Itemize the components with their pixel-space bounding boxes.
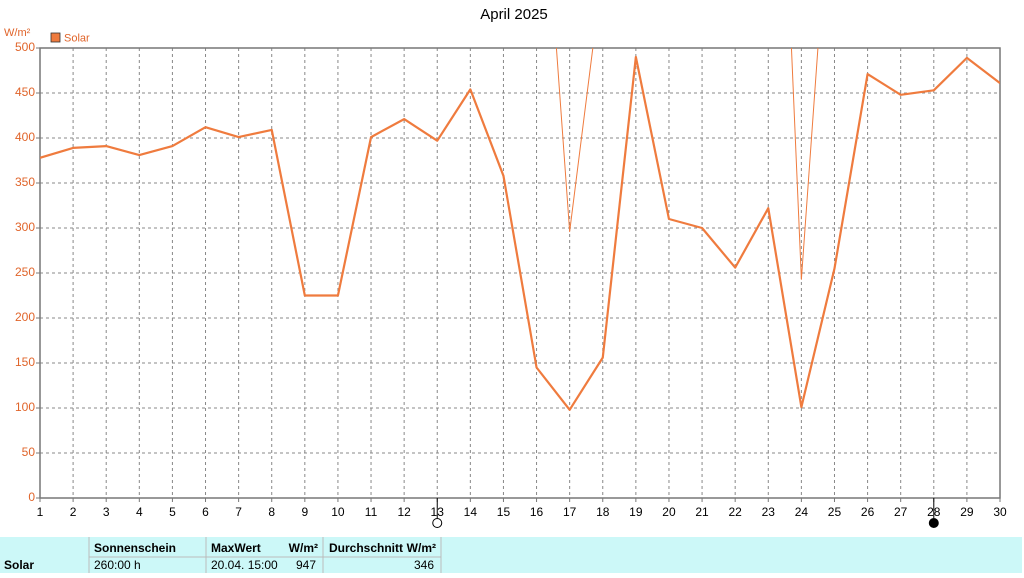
summary-date: 20.04. 15:00 [211,558,278,572]
x-tick-label: 16 [530,505,544,519]
x-tick-label: 5 [169,505,176,519]
full-moon [432,518,443,528]
legend-label: Solar [64,32,90,44]
x-tick-label: 9 [301,505,308,519]
x-tick-label: 14 [464,505,478,519]
y-tick-label: 150 [15,355,35,369]
summary-header: MaxWert [211,541,261,555]
summary-value: 346 [414,558,434,572]
summary-unit: W/m² [289,541,318,555]
y-tick-label: 400 [15,130,35,144]
x-tick-label: 6 [202,505,209,519]
lines [40,48,1000,411]
y-tick-label: 450 [15,85,35,99]
y-tick-label: 350 [15,175,35,189]
summary-row-label: Solar [4,558,34,572]
x-tick-label: 8 [268,505,275,519]
x-tick-label: 20 [662,505,676,519]
summary-header: Sonnenschein [94,541,176,555]
chart-title: April 2025 [480,6,548,23]
y-tick-label: 50 [22,445,36,459]
summary: Solar Sonnenschein 260:00 h MaxWert W/m²… [4,541,436,572]
x-tick-label: 19 [629,505,643,519]
y-axis-label: W/m² [4,27,31,39]
x-tick-label: 2 [70,505,77,519]
x-tick-label: 27 [894,505,908,519]
x-tick-label: 25 [828,505,842,519]
x-tick-label: 11 [365,505,378,519]
x-tick-label: 21 [695,505,709,519]
new-moon [928,518,939,528]
summary-header: Durchschnitt [329,541,403,555]
series-line [40,55,1000,411]
y-tick-label: 300 [15,220,35,234]
x-tick-label: 12 [397,505,411,519]
y-tick-label: 0 [28,490,35,504]
x-tick-label: 29 [960,505,974,519]
x-tick-label: 3 [103,505,110,519]
summary-dividers [88,537,442,573]
legend-swatch [50,32,61,43]
y-tick-label: 200 [15,310,35,324]
x-tick-label: 26 [861,505,875,519]
y-tick-label: 100 [15,400,35,414]
x-tick-label: 15 [497,505,511,519]
x-tick-label: 17 [563,505,577,519]
y-tick-label: 250 [15,265,35,279]
y-tick-label: 500 [15,40,35,54]
x-tick-label: 7 [235,505,242,519]
grid [39,47,1001,499]
x-tick-label: 23 [762,505,776,519]
x-tick-label: 18 [596,505,610,519]
summary-bg [0,537,1022,573]
summary-value: 260:00 h [94,558,141,572]
x-tick-label: 24 [795,505,809,519]
summary-value: 947 [296,558,316,572]
x-tick-label: 30 [993,505,1007,519]
x-tick-label: 1 [37,505,44,519]
summary-unit: W/m² [407,541,436,555]
x-tick-label: 4 [136,505,143,519]
x-tick-label: 22 [728,505,742,519]
series-line [555,48,819,280]
x-tick-label: 10 [331,505,345,519]
